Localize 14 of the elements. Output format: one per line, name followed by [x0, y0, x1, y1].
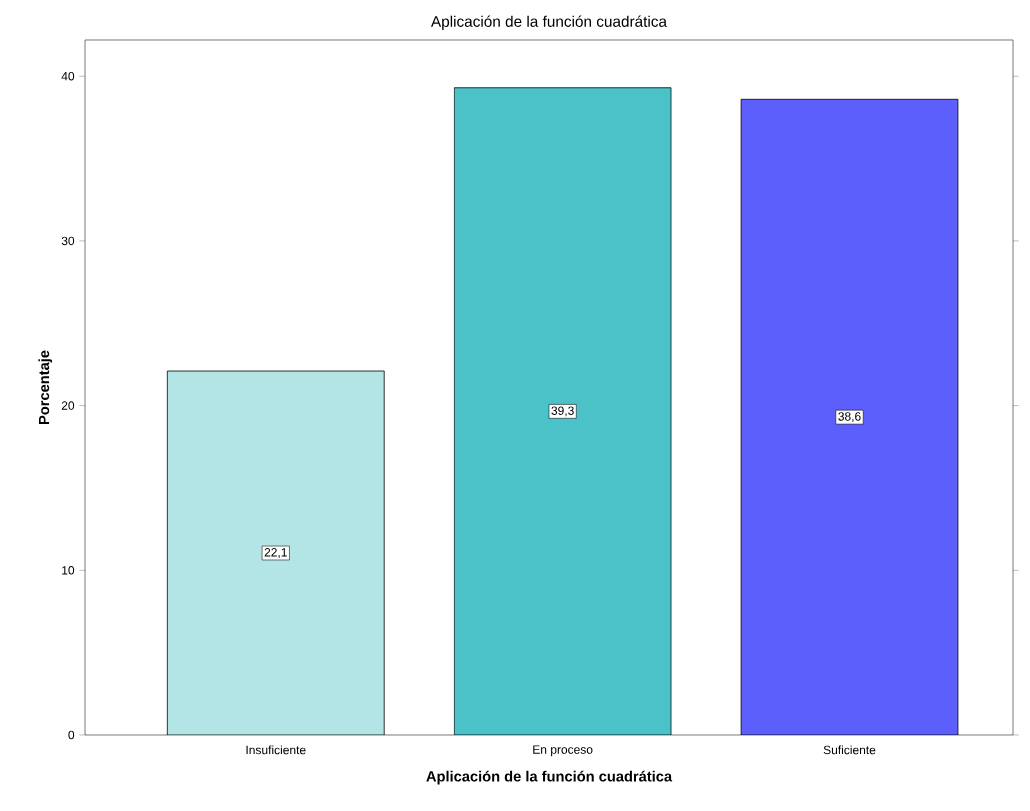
y-tick-label: 10 — [62, 566, 75, 575]
x-tick-label: Suficiente — [823, 745, 876, 755]
chart-title: Aplicación de la función cuadrática — [430, 15, 668, 30]
y-tick-label: 0 — [68, 730, 75, 740]
data-label: 39,3 — [551, 406, 574, 417]
y-tick-label: 20 — [61, 401, 75, 410]
y-tick-label: 40 — [61, 71, 75, 81]
y-tick-label: 30 — [61, 236, 75, 246]
x-axis-title: Aplicación de la función cuadrática — [426, 770, 673, 785]
data-label: 38,6 — [838, 412, 861, 423]
x-tick-label: En proceso — [533, 745, 593, 757]
y-axis-title: Porcentaje — [38, 350, 53, 425]
data-label: 22,1 — [264, 548, 287, 558]
x-tick-label: Insuficiente — [246, 745, 306, 755]
